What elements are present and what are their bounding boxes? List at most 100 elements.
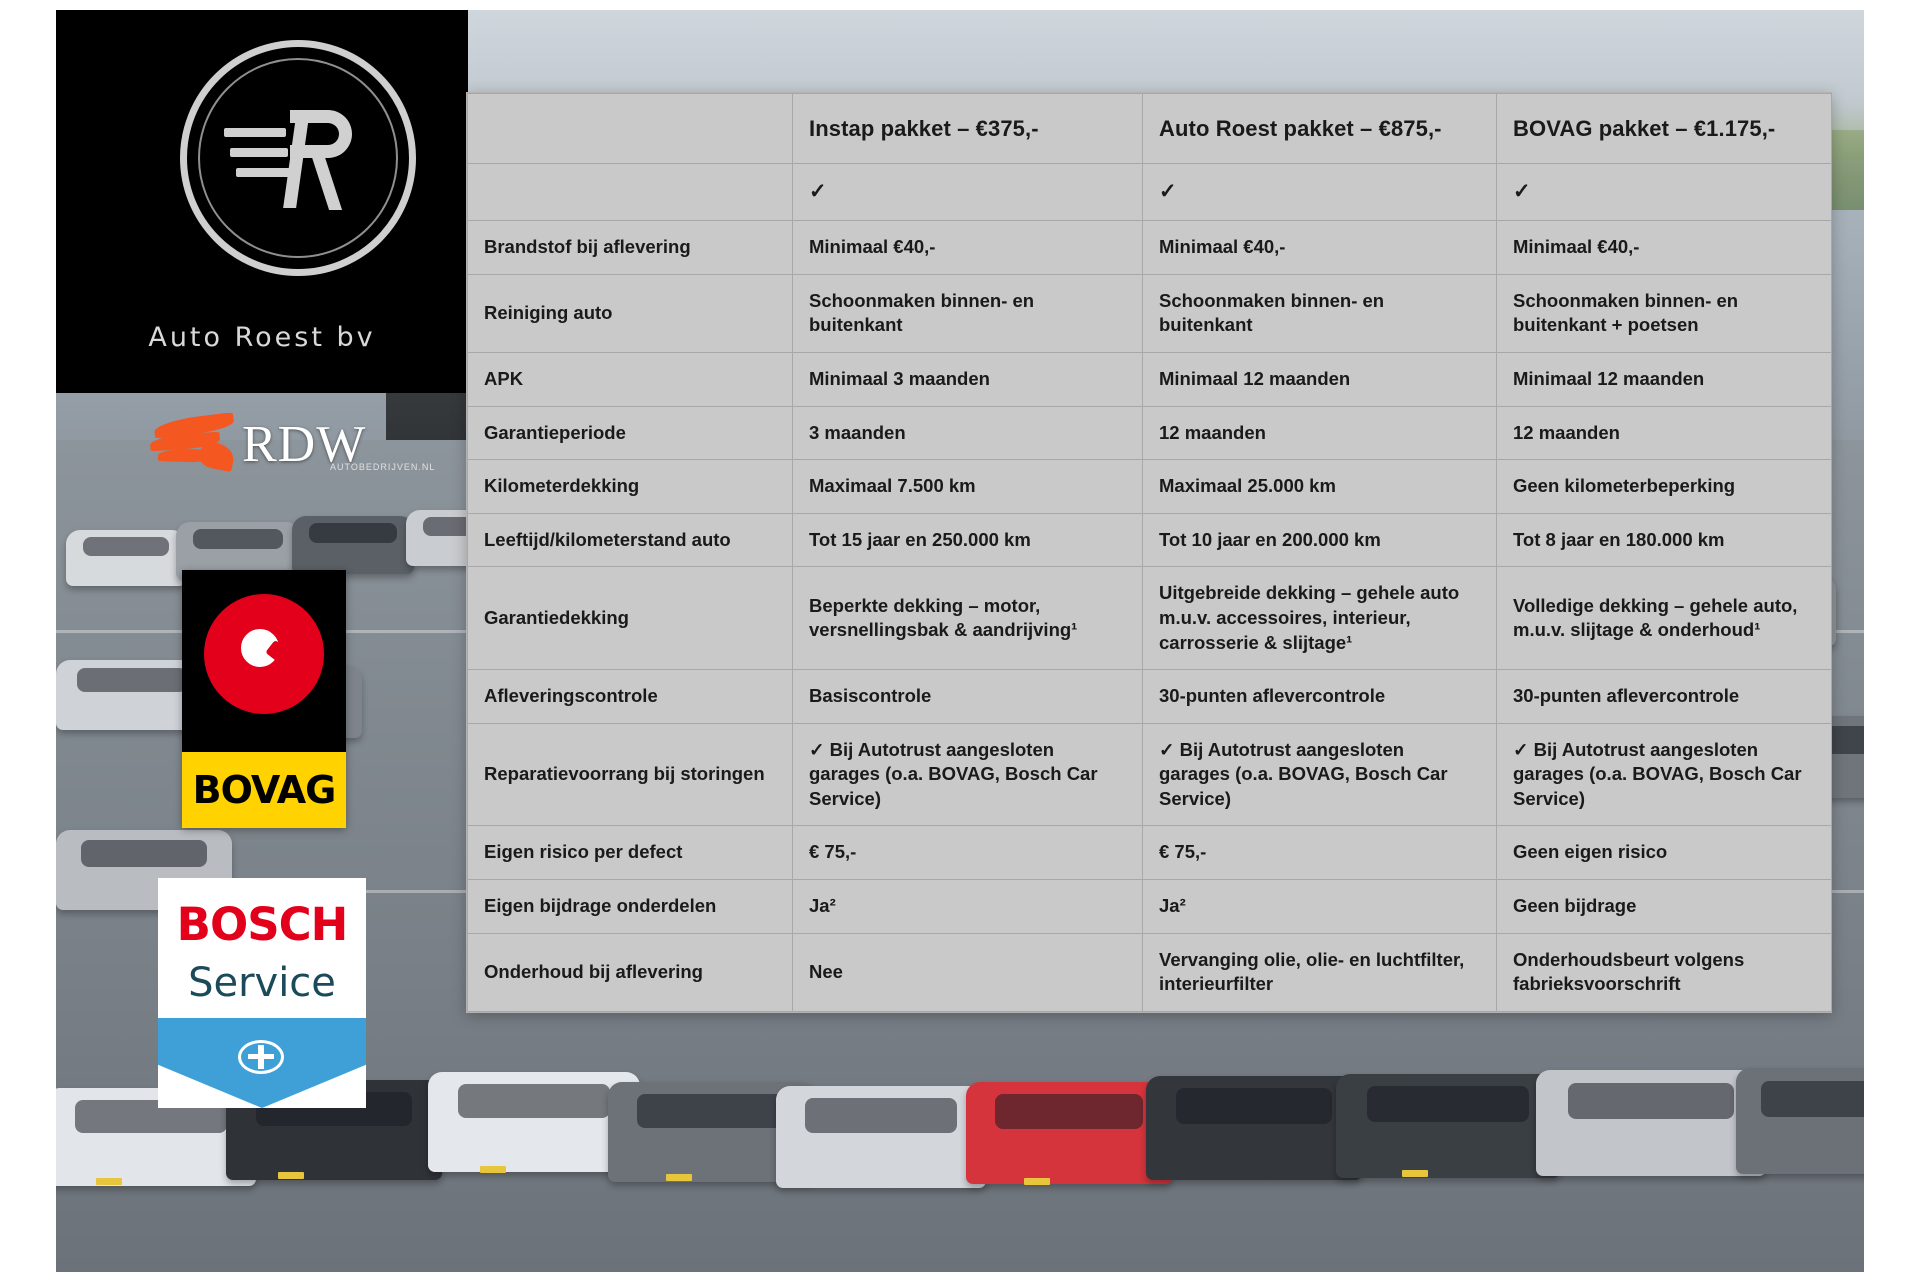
- row-value: ✓ Bij Autotrust aangesloten garages (o.a…: [792, 722, 1143, 827]
- brand-logo-panel: Auto Roest bv: [56, 10, 468, 393]
- parked-car: [66, 530, 186, 586]
- auto-roest-monogram-icon: [224, 102, 374, 214]
- bosch-service-badge: BOSCH Service: [158, 878, 366, 1108]
- row-value: Ja²: [1142, 879, 1497, 934]
- table-row: Kilometerdekking Maximaal 7.500 km Maxim…: [467, 459, 1832, 514]
- parked-car: [1536, 1070, 1766, 1176]
- row-label: Afleveringscontrole: [467, 669, 793, 724]
- row-value: Ja²: [792, 879, 1143, 934]
- table-row: Leeftijd/kilometerstand auto Tot 15 jaar…: [467, 512, 1832, 568]
- row-value: Minimaal 12 maanden: [1142, 351, 1497, 407]
- row-value: Tot 10 jaar en 200.000 km: [1142, 512, 1497, 568]
- parked-car: [292, 516, 414, 574]
- row-value: Nee: [792, 932, 1143, 1012]
- row-value: Schoonmaken binnen- en buitenkant: [792, 273, 1143, 353]
- company-name: Auto Roest bv: [148, 322, 376, 353]
- row-value: ✓: [1142, 163, 1497, 222]
- row-value: Geen kilometerbeperking: [1496, 459, 1832, 514]
- row-value: ✓ Bij Autotrust aangesloten garages (o.a…: [1142, 722, 1497, 827]
- table-row: Eigen bijdrage onderdelen Ja² Ja² Geen b…: [467, 879, 1832, 934]
- row-value: Schoonmaken binnen- en buitenkant + poet…: [1496, 273, 1832, 353]
- table-row: Brandstof bij aflevering Minimaal €40,- …: [467, 220, 1832, 275]
- row-value: Maximaal 25.000 km: [1142, 459, 1497, 514]
- parked-car: [776, 1086, 986, 1188]
- row-value: 12 maanden: [1142, 405, 1497, 461]
- row-value: € 75,-: [792, 825, 1143, 881]
- table-row: Onderhoud bij aflevering Nee Vervanging …: [467, 932, 1832, 1012]
- table-row: Afleveringscontrole Basiscontrole 30-pun…: [467, 669, 1832, 724]
- row-value: Basiscontrole: [792, 669, 1143, 724]
- row-label: Leeftijd/kilometerstand auto: [467, 512, 793, 568]
- row-value: Uitgebreide dekking – gehele auto m.u.v.…: [1142, 566, 1497, 671]
- row-value: ✓ Bij Autotrust aangesloten garages (o.a…: [1496, 722, 1832, 827]
- table-header-row: Instap pakket – €375,- Auto Roest pakket…: [467, 92, 1832, 165]
- row-value: Vervanging olie, olie- en luchtfilter, i…: [1142, 932, 1497, 1012]
- row-value: 30-punten aflevercontrole: [1142, 669, 1497, 724]
- bosch-blue-shield: [158, 1018, 366, 1108]
- row-value: Geen eigen risico: [1496, 825, 1832, 881]
- row-label: Onderhoud bij aflevering: [467, 932, 793, 1012]
- table-row: Reiniging auto Schoonmaken binnen- en bu…: [467, 273, 1832, 353]
- bosch-sublabel: Service: [188, 960, 336, 1006]
- parked-car: [1146, 1076, 1362, 1180]
- rdw-bird-icon: [148, 412, 240, 475]
- table-row: ✓ ✓ ✓: [467, 163, 1832, 222]
- row-value: ✓: [792, 163, 1143, 222]
- license-plate: [666, 1174, 692, 1181]
- row-value: Maximaal 7.500 km: [792, 459, 1143, 514]
- parked-car: [1736, 1068, 1864, 1174]
- row-value: Minimaal €40,-: [1142, 220, 1497, 275]
- header-package-bovag: BOVAG pakket – €1.175,-: [1496, 92, 1832, 165]
- row-label: Kilometerdekking: [467, 459, 793, 514]
- table-row: Garantiedekking Beperkte dekking – motor…: [467, 566, 1832, 671]
- row-value: Tot 15 jaar en 250.000 km: [792, 512, 1143, 568]
- rdw-badge: RDW: [148, 408, 404, 480]
- parked-car: [428, 1072, 640, 1172]
- row-value: Minimaal 12 maanden: [1496, 351, 1832, 407]
- row-value: Volledige dekking – gehele auto, m.u.v. …: [1496, 566, 1832, 671]
- parked-car: [1336, 1074, 1560, 1178]
- row-value: Geen bijdrage: [1496, 879, 1832, 934]
- header-package-instap: Instap pakket – €375,-: [792, 92, 1143, 165]
- row-value: 12 maanden: [1496, 405, 1832, 461]
- bosch-anchor-icon: [238, 1040, 284, 1074]
- table-row: APK Minimaal 3 maanden Minimaal 12 maand…: [467, 351, 1832, 407]
- row-label: Garantieperiode: [467, 405, 793, 461]
- row-label: Reparatievoorrang bij storingen: [467, 722, 793, 827]
- row-value: Onderhoudsbeurt volgens fabrieksvoorschr…: [1496, 932, 1832, 1012]
- row-value: Minimaal €40,-: [792, 220, 1143, 275]
- row-value: 30-punten aflevercontrole: [1496, 669, 1832, 724]
- header-package-auto-roest: Auto Roest pakket – €875,-: [1142, 92, 1497, 165]
- row-label: Reiniging auto: [467, 273, 793, 353]
- row-value: Minimaal 3 maanden: [792, 351, 1143, 407]
- license-plate: [278, 1172, 304, 1179]
- bovag-badge: BOVAG: [182, 570, 346, 828]
- parked-car: [966, 1082, 1172, 1184]
- row-value: Minimaal €40,-: [1496, 220, 1832, 275]
- bovag-label-strip: BOVAG: [182, 752, 346, 828]
- row-label: APK: [467, 351, 793, 407]
- bosch-label: BOSCH: [176, 898, 349, 951]
- row-label: Garantiedekking: [467, 566, 793, 671]
- row-value: Beperkte dekking – motor, versnellingsba…: [792, 566, 1143, 671]
- row-value: ✓: [1496, 163, 1832, 222]
- package-comparison-table: Instap pakket – €375,- Auto Roest pakket…: [466, 92, 1832, 1013]
- bovag-label: BOVAG: [192, 768, 337, 812]
- table-row: Eigen risico per defect € 75,- € 75,- Ge…: [467, 825, 1832, 881]
- license-plate: [1024, 1178, 1050, 1185]
- row-label: [467, 163, 793, 222]
- logo-ring-icon: [180, 40, 416, 276]
- header-feature-column: [467, 92, 793, 165]
- row-label: Brandstof bij aflevering: [467, 220, 793, 275]
- row-value: Schoonmaken binnen- en buitenkant: [1142, 273, 1497, 353]
- license-plate: [480, 1166, 506, 1173]
- license-plate: [1402, 1170, 1428, 1177]
- row-value: € 75,-: [1142, 825, 1497, 881]
- row-value: 3 maanden: [792, 405, 1143, 461]
- bovag-seal-icon: [182, 570, 346, 752]
- rdw-label: RDW: [242, 415, 367, 473]
- table-row: Reparatievoorrang bij storingen ✓ Bij Au…: [467, 722, 1832, 827]
- table-row: Garantieperiode 3 maanden 12 maanden 12 …: [467, 405, 1832, 461]
- row-label: Eigen risico per defect: [467, 825, 793, 881]
